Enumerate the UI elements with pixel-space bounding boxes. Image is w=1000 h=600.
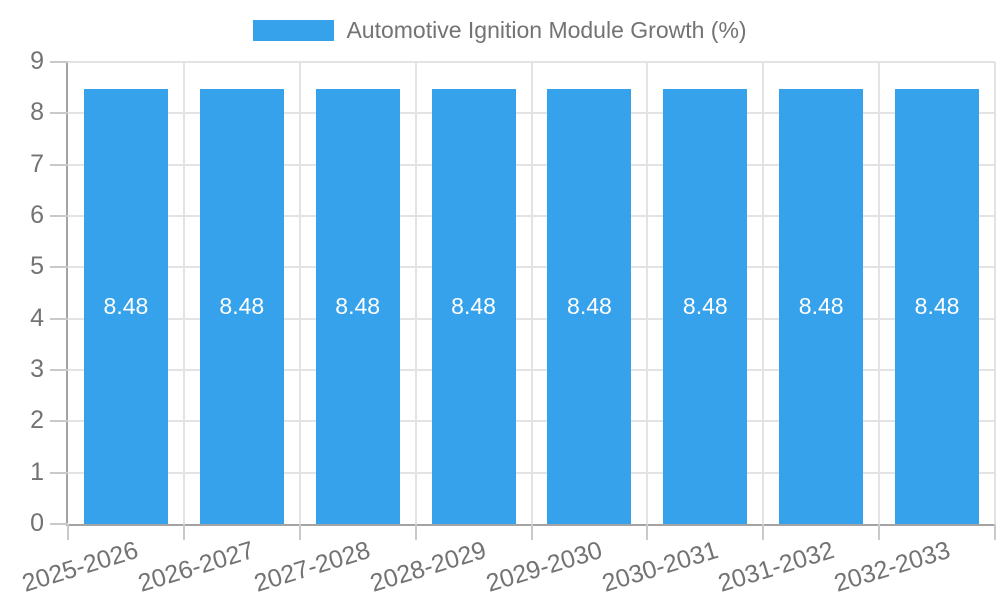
y-tick-mark — [50, 112, 68, 115]
y-axis-label: 7 — [30, 149, 44, 178]
x-tick-mark — [182, 524, 185, 540]
plot-area: 8.48 8.48 8.48 8.48 8.48 8.48 8.48 8.48 — [66, 61, 996, 526]
bar-2032-2033[interactable]: 8.48 — [895, 88, 980, 524]
y-axis-line — [66, 62, 68, 524]
bar-2029-2030[interactable]: 8.48 — [547, 88, 632, 524]
bar-2027-2028[interactable]: 8.48 — [315, 88, 400, 524]
x-tick-mark — [67, 524, 69, 540]
y-axis-label: 0 — [30, 509, 44, 537]
y-axis-label: 3 — [30, 355, 44, 383]
x-gridline — [530, 62, 533, 524]
y-tick-mark — [50, 266, 68, 269]
y-tick-mark — [50, 215, 68, 217]
bar-2030-2031[interactable]: 8.48 — [663, 88, 748, 524]
bar-value-label: 8.48 — [914, 293, 960, 320]
bar-2025-2026[interactable]: 8.48 — [83, 88, 168, 524]
bar-2031-2032[interactable]: 8.48 — [779, 88, 864, 524]
y-tick-mark — [50, 369, 68, 371]
legend-swatch — [253, 19, 335, 41]
x-tick-mark — [530, 524, 533, 540]
x-tick-mark — [994, 524, 996, 540]
x-tick-mark — [298, 524, 301, 540]
legend-label: Automotive Ignition Module Growth (%) — [346, 17, 747, 43]
bar-value-label: 8.48 — [219, 293, 265, 320]
x-axis-label: 2025-2026 — [19, 536, 142, 598]
bar-value-label: 8.48 — [798, 293, 844, 320]
y-axis-label: 6 — [30, 201, 44, 229]
x-axis-label: 2026-2027 — [135, 536, 258, 598]
x-axis-label: 2032-2033 — [830, 536, 953, 598]
bar-2028-2029[interactable]: 8.48 — [431, 88, 516, 524]
x-tick-mark — [878, 524, 881, 540]
bar-value-label: 8.48 — [335, 293, 381, 320]
y-axis-label: 5 — [30, 252, 44, 281]
bar-value-label: 8.48 — [103, 293, 149, 320]
y-tick-mark — [50, 471, 68, 474]
y-axis-label: 1 — [30, 457, 44, 486]
y-axis-label: 2 — [30, 406, 44, 435]
x-gridline — [994, 62, 996, 524]
x-tick-mark — [414, 524, 417, 540]
y-tick-mark — [50, 523, 68, 525]
y-axis-label: 4 — [30, 303, 44, 332]
x-axis-label: 2028-2029 — [366, 536, 490, 598]
x-axis-label: 2029-2030 — [482, 536, 606, 598]
x-gridline — [878, 62, 881, 524]
x-gridline — [414, 62, 417, 524]
bar-2026-2027[interactable]: 8.48 — [199, 88, 284, 524]
x-tick-mark — [762, 524, 765, 540]
x-axis-label: 2027-2028 — [251, 536, 374, 598]
x-gridline — [298, 62, 301, 524]
y-tick-mark — [50, 317, 68, 320]
chart-legend[interactable]: Automotive Ignition Module Growth (%) — [0, 15, 1000, 45]
x-gridline — [762, 62, 765, 524]
x-axis-label: 2031-2032 — [714, 536, 838, 598]
y-tick-mark — [50, 163, 68, 166]
x-axis-label: 2030-2031 — [598, 536, 722, 598]
x-tick-mark — [646, 524, 649, 540]
bar-value-label: 8.48 — [682, 293, 728, 320]
y-axis-label: 8 — [30, 98, 44, 127]
bar-value-label: 8.48 — [567, 293, 612, 320]
bar-value-label: 8.48 — [451, 293, 496, 320]
x-gridline — [182, 62, 185, 524]
x-gridline — [646, 62, 649, 524]
y-tick-mark — [50, 420, 68, 423]
y-tick-mark — [50, 61, 68, 63]
y-axis-label: 9 — [30, 47, 44, 75]
